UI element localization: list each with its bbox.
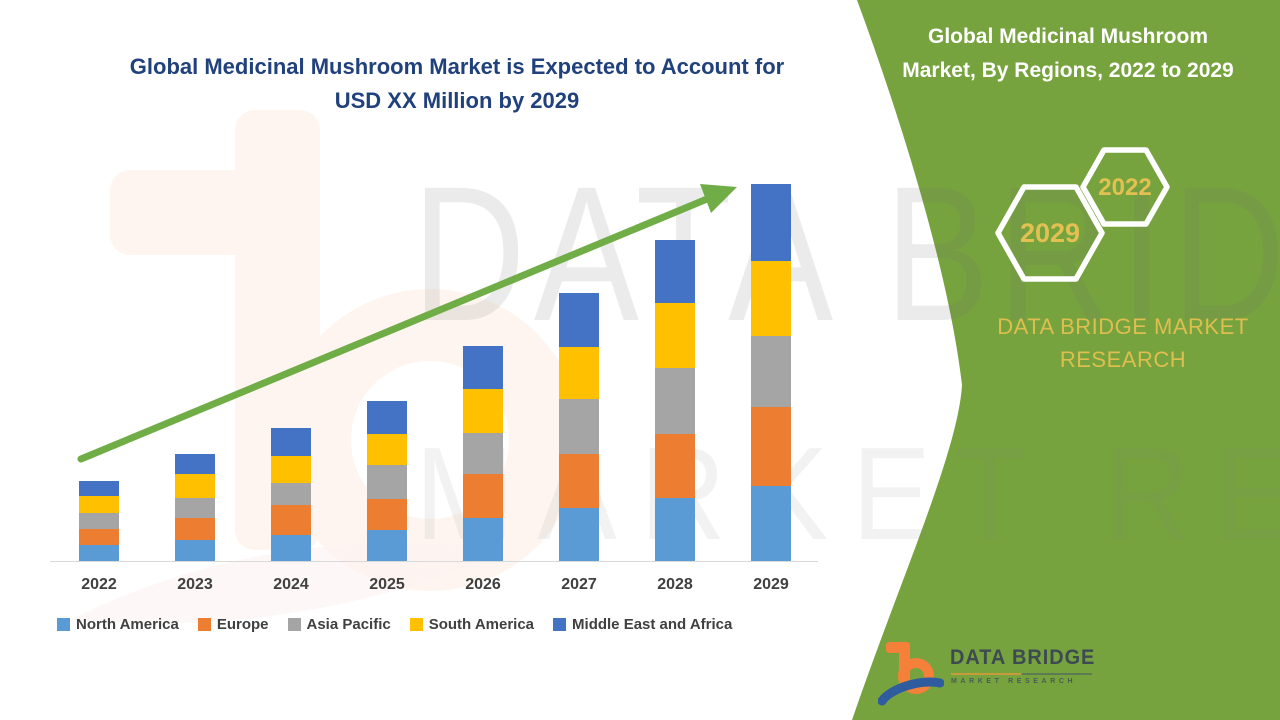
bar-segment-south-america-2029	[751, 261, 791, 336]
x-tick-label-2026: 2026	[465, 576, 501, 593]
bar-segment-europe-2022	[79, 529, 119, 545]
bar-segment-north-america-2024	[271, 535, 311, 562]
brand-text-line2: RESEARCH	[1059, 347, 1187, 372]
logo-underline	[951, 673, 1092, 675]
bar-segment-south-america-2027	[559, 347, 599, 399]
side-panel-title-line2: Market, By Regions, 2022 to 2029	[902, 58, 1234, 82]
bar-segment-middle-east-and-africa-2023	[175, 454, 215, 474]
bar-segment-asia-pacific-2026	[463, 433, 503, 474]
legend-item-north-america: North America	[57, 616, 179, 633]
hexagon-2022-icon	[1080, 147, 1170, 227]
bar-segment-middle-east-and-africa-2022	[79, 481, 119, 496]
bar-segment-asia-pacific-2027	[559, 399, 599, 454]
legend-swatch-icon	[409, 618, 423, 631]
legend-swatch-icon	[197, 618, 211, 631]
legend-item-middle-east-and-africa: Middle East and Africa	[553, 616, 732, 633]
chart-title: Global Medicinal Mushroom Market is Expe…	[95, 50, 819, 118]
x-tick-label-2024: 2024	[273, 576, 309, 593]
logo-wordmark: DATA BRIDGE	[950, 646, 1096, 669]
bar-segment-asia-pacific-2025	[367, 465, 407, 499]
bar-segment-north-america-2022	[79, 545, 119, 562]
bar-segment-middle-east-and-africa-2026	[463, 346, 503, 389]
bar-segment-north-america-2023	[175, 540, 215, 562]
bar-segment-europe-2026	[463, 474, 503, 518]
bar-segment-middle-east-and-africa-2028	[655, 240, 695, 303]
hexagon-2029-label: 2029	[1019, 218, 1081, 248]
x-tick-label-2022: 2022	[81, 576, 117, 593]
legend-swatch-icon	[287, 618, 301, 631]
stacked-bar-2024	[271, 428, 311, 562]
bar-segment-north-america-2029	[751, 486, 791, 562]
green-swoosh-shape	[852, 0, 1280, 720]
legend-label: Asia Pacific	[306, 616, 391, 633]
legend-item-europe: Europe	[197, 616, 269, 633]
bar-segment-south-america-2024	[271, 456, 311, 483]
stacked-bar-2022	[79, 481, 119, 562]
stacked-bar-2026	[463, 346, 503, 562]
bar-segment-middle-east-and-africa-2027	[559, 293, 599, 347]
bar-segment-asia-pacific-2029	[751, 336, 791, 407]
bar-segment-north-america-2026	[463, 518, 503, 562]
bar-segment-europe-2029	[751, 407, 791, 486]
bar-segment-middle-east-and-africa-2029	[751, 184, 791, 261]
bar-segment-asia-pacific-2022	[79, 513, 119, 529]
bar-segment-europe-2025	[367, 499, 407, 530]
stacked-bar-2028	[655, 240, 695, 562]
legend-swatch-icon	[553, 618, 567, 631]
bar-segment-north-america-2027	[559, 508, 599, 562]
side-panel-brand-text: DATA BRIDGE MARKET RESEARCH	[958, 310, 1280, 376]
side-panel-title-line1: Global Medicinal Mushroom	[927, 25, 1209, 48]
legend-item-south-america: South America	[409, 616, 535, 633]
bar-segment-middle-east-and-africa-2025	[367, 401, 407, 434]
bar-segment-asia-pacific-2023	[175, 498, 215, 518]
x-tick-label-2023: 2023	[177, 576, 213, 593]
bar-segment-north-america-2025	[367, 530, 407, 562]
bar-segment-asia-pacific-2028	[655, 368, 695, 434]
bar-segment-south-america-2023	[175, 474, 215, 498]
stacked-bar-2023	[175, 454, 215, 562]
legend-label: Europe	[216, 616, 269, 633]
bar-segment-south-america-2025	[367, 434, 407, 465]
legend-label: Middle East and Africa	[572, 616, 733, 633]
year-hexagons	[995, 147, 1170, 282]
bar-segment-europe-2027	[559, 454, 599, 508]
x-tick-label-2029: 2029	[753, 576, 789, 593]
bar-segment-europe-2024	[271, 505, 311, 535]
stacked-bar-2027	[559, 293, 599, 562]
bar-segment-north-america-2028	[655, 498, 695, 562]
chart-title-line2: USD XX Million by 2029	[334, 88, 580, 114]
trend-arrowhead	[700, 184, 737, 213]
bar-segment-asia-pacific-2024	[271, 483, 311, 505]
bar-segment-south-america-2026	[463, 389, 503, 433]
x-axis-line	[50, 561, 818, 562]
stacked-bar-2029	[751, 184, 791, 562]
chart-legend: North America Europe Asia Pacific South Ame…	[57, 616, 732, 633]
side-panel-title: Global Medicinal Mushroom Market, By Reg…	[880, 20, 1256, 87]
bar-segment-south-america-2028	[655, 303, 695, 368]
brand-text-line1: DATA BRIDGE MARKET	[997, 314, 1249, 339]
chart-title-line1: Global Medicinal Mushroom Market is Expe…	[129, 54, 785, 79]
logo-b-icon	[878, 642, 944, 706]
legend-swatch-icon	[57, 618, 70, 631]
legend-label: South America	[428, 616, 535, 633]
bar-segment-middle-east-and-africa-2024	[271, 428, 311, 456]
hexagon-2022-label: 2022	[1098, 174, 1152, 201]
x-tick-label-2027: 2027	[561, 576, 597, 593]
bar-segment-europe-2023	[175, 518, 215, 540]
stacked-bar-2025	[367, 401, 407, 562]
logo-subline: MARKET RESEARCH	[951, 678, 1077, 685]
bar-segment-europe-2028	[655, 434, 695, 498]
hexagon-2029-icon	[995, 184, 1105, 282]
legend-item-asia-pacific: Asia Pacific	[287, 616, 391, 633]
bar-segment-south-america-2022	[79, 496, 119, 513]
legend-label: North America	[76, 616, 179, 633]
x-tick-label-2028: 2028	[657, 576, 693, 593]
x-tick-label-2025: 2025	[369, 576, 405, 593]
